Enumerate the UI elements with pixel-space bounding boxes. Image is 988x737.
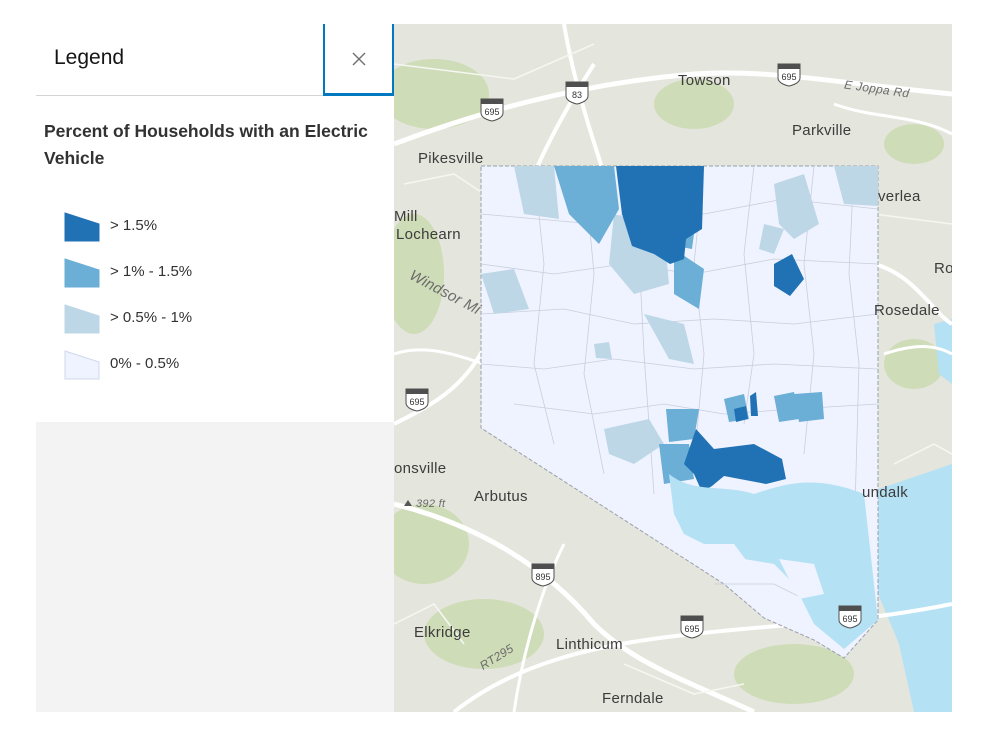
place-label: Ferndale [602,690,664,707]
panel-empty-area [36,422,394,712]
interstate-shields: 695 83 695 695 895 [405,63,862,639]
place-label: verlea [878,188,921,205]
shield-label: 695 [484,107,499,117]
place-label: Towson [678,72,731,89]
place-label: Elkridge [414,624,471,641]
legend-swatch [64,212,100,242]
legend-item-label: > 1.5% [110,217,158,234]
place-label: Pikesville [418,150,484,167]
basemap: 695 83 695 695 895 [394,24,952,712]
legend-swatch [64,350,100,380]
place-label: Ro [934,260,952,277]
layer-title: Percent of Households with an Electric V… [44,121,368,168]
place-label: onsville [394,460,447,477]
place-label: Rosedale [874,302,940,319]
close-icon [352,52,366,66]
close-button[interactable] [323,24,394,96]
minor-roads [394,43,952,695]
shield-label: 695 [684,624,699,634]
place-label: Arbutus [474,488,528,505]
legend-header: Legend [36,24,394,96]
legend-item-label: > 1% - 1.5% [110,263,193,280]
shield-label: 895 [535,572,550,582]
place-label: undalk [862,484,909,501]
map-view[interactable]: 695 83 695 695 895 [394,24,952,712]
legend-panel: Legend Percent of Households with an Ele… [36,24,394,422]
legend-swatch [64,304,100,334]
place-label: Lochearn [396,226,461,243]
shield-label: 83 [572,90,582,100]
place-label: Parkville [792,122,852,139]
legend-item-label: 0% - 0.5% [110,355,180,372]
shield-label: 695 [842,614,857,624]
place-label: Linthicum [556,636,623,653]
legend-title: Legend [54,46,125,69]
elevation-label: 392 ft [416,498,446,510]
legend-item-label: > 0.5% - 1% [110,309,193,326]
place-label: Mill [394,208,418,225]
legend-swatch [64,258,100,288]
shield-label: 695 [781,72,796,82]
elevation-triangle-icon [404,500,412,506]
city-boundary-choropleth [480,165,879,659]
shield-label: 695 [409,397,424,407]
